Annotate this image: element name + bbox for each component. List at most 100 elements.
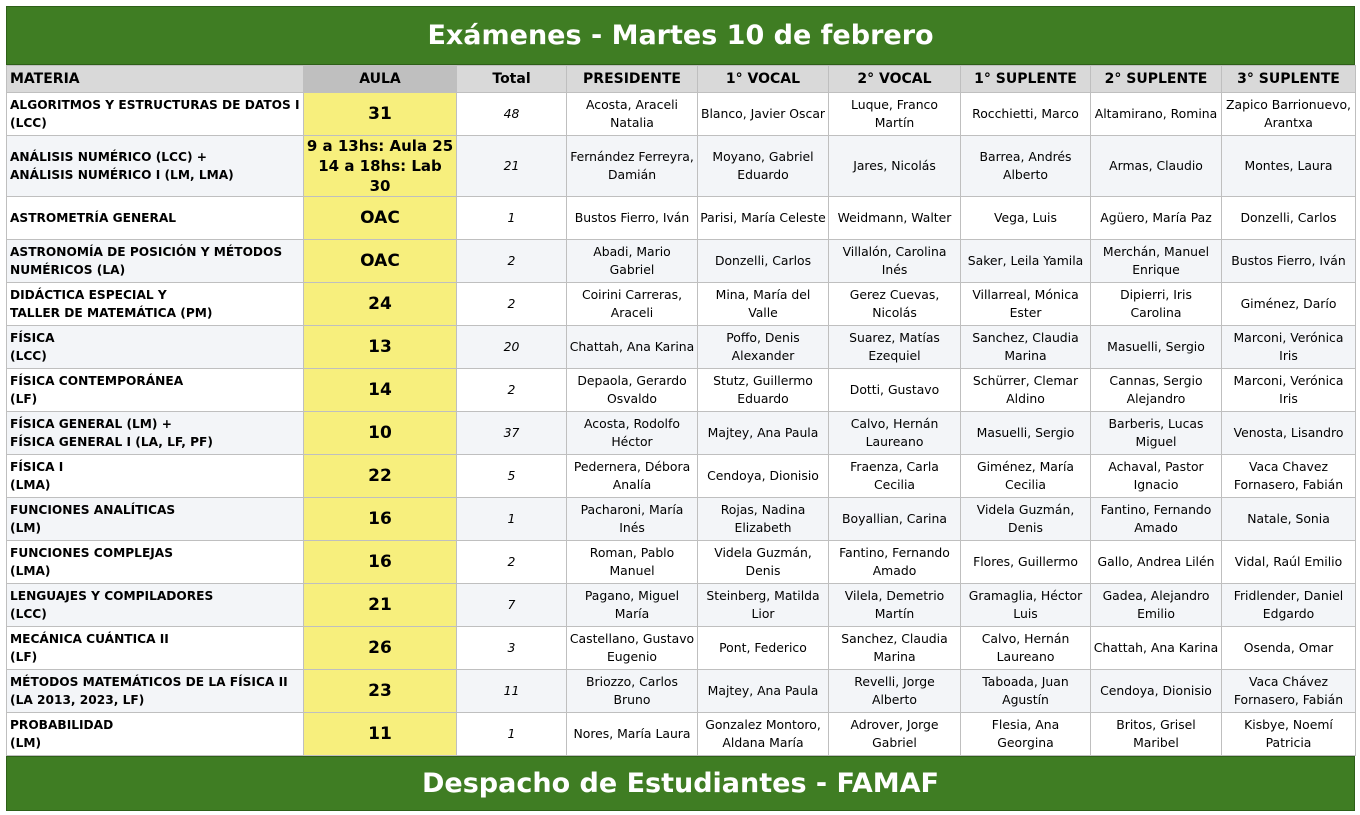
- total-cell: 5: [456, 454, 567, 498]
- suplente2-cell: Cannas, Sergio Alejandro: [1090, 368, 1222, 412]
- presidente-cell: Castellano, Gustavo Eugenio: [566, 626, 698, 670]
- materia-line: FÍSICA GENERAL (LM) +: [10, 417, 172, 431]
- total-cell: 1: [456, 196, 567, 240]
- suplente3-cell: Vaca Chavez Fornasero, Fabián: [1221, 454, 1356, 498]
- materia-line: (LCC): [10, 607, 47, 621]
- presidente-cell: Acosta, Araceli Natalia: [566, 92, 698, 136]
- vocal2-cell: Adrover, Jorge Gabriel: [828, 712, 961, 756]
- aula-line: 26: [368, 638, 392, 658]
- suplente3-cell: Vidal, Raúl Emilio: [1221, 540, 1356, 584]
- suplente1-cell: Gramaglia, Héctor Luis: [960, 583, 1091, 627]
- total-cell: 2: [456, 368, 567, 412]
- aula-cell: 9 a 13hs: Aula 25 14 a 18hs: Lab 30: [303, 135, 457, 197]
- suplente2-cell: Chattah, Ana Karina: [1090, 626, 1222, 670]
- materia-line: ASTROMETRÍA GENERAL: [10, 211, 177, 225]
- materia-line: FUNCIONES COMPLEJAS: [10, 546, 174, 560]
- materia-line: FÍSICA GENERAL I (LA, LF, PF): [10, 435, 213, 449]
- suplente2-cell: Achaval, Pastor Ignacio: [1090, 454, 1222, 498]
- suplente2-cell: Merchán, Manuel Enrique: [1090, 239, 1222, 283]
- aula-cell: 24: [303, 282, 457, 326]
- suplente3-cell: Giménez, Darío: [1221, 282, 1356, 326]
- materia-cell: MÉTODOS MATEMÁTICOS DE LA FÍSICA II (LA 2…: [6, 669, 304, 713]
- vocal2-cell: Luque, Franco Martín: [828, 92, 961, 136]
- suplente1-cell: Rocchietti, Marco: [960, 92, 1091, 136]
- total-cell: 2: [456, 239, 567, 283]
- total-cell: 1: [456, 497, 567, 541]
- aula-cell: 13: [303, 325, 457, 369]
- vocal2-cell: Dotti, Gustavo: [828, 368, 961, 412]
- table-row: PROBABILIDAD (LM) 11 1 Nores, María Laura Gon…: [6, 712, 1356, 756]
- materia-cell: FÍSICA GENERAL (LM) + FÍSICA GENERAL I (L…: [6, 411, 304, 455]
- aula-cell: 16: [303, 497, 457, 541]
- suplente2-cell: Altamirano, Romina: [1090, 92, 1222, 136]
- materia-line: ASTRONOMÍA DE POSICIÓN Y MÉTODOS: [10, 245, 283, 259]
- column-header-total: Total: [456, 65, 567, 93]
- materia-line: FÍSICA: [10, 331, 55, 345]
- suplente1-cell: Sanchez, Claudia Marina: [960, 325, 1091, 369]
- suplente2-cell: Cendoya, Dionisio: [1090, 669, 1222, 713]
- aula-line: OAC: [360, 251, 400, 271]
- suplente1-cell: Flores, Guillermo: [960, 540, 1091, 584]
- presidente-cell: Fernández Ferreyra, Damián: [566, 135, 698, 197]
- aula-line: 21: [368, 595, 392, 615]
- suplente3-cell: Marconi, Verónica Iris: [1221, 368, 1356, 412]
- aula-line: 24: [368, 294, 392, 314]
- vocal1-cell: Moyano, Gabriel Eduardo: [697, 135, 829, 197]
- presidente-cell: Pedernera, Débora Analía: [566, 454, 698, 498]
- vocal1-cell: Poffo, Denis Alexander: [697, 325, 829, 369]
- aula-line: 11: [368, 724, 392, 744]
- suplente3-cell: Venosta, Lisandro: [1221, 411, 1356, 455]
- vocal2-cell: Sanchez, Claudia Marina: [828, 626, 961, 670]
- materia-cell: ASTROMETRÍA GENERAL: [6, 196, 304, 240]
- column-header-suplente-1: 1° SUPLENTE: [960, 65, 1091, 93]
- table-row: MECÁNICA CUÁNTICA II (LF) 26 3 Castellano, G…: [6, 626, 1356, 670]
- aula-line: 10: [368, 423, 392, 443]
- table-row: ALGORITMOS Y ESTRUCTURAS DE DATOS I (LCC)…: [6, 92, 1356, 136]
- aula-cell: 14: [303, 368, 457, 412]
- suplente2-cell: Gallo, Andrea Lilén: [1090, 540, 1222, 584]
- materia-line: (LF): [10, 650, 38, 664]
- aula-cell: 11: [303, 712, 457, 756]
- suplente1-cell: Masuelli, Sergio: [960, 411, 1091, 455]
- suplente1-cell: Barrea, Andrés Alberto: [960, 135, 1091, 197]
- aula-line: OAC: [360, 208, 400, 228]
- presidente-cell: Pacharoni, María Inés: [566, 497, 698, 541]
- materia-line: (LMA): [10, 564, 51, 578]
- aula-line: 14 a 18hs: Lab 30: [318, 157, 442, 195]
- materia-line: ANÁLISIS NUMÉRICO I (LM, LMA): [10, 168, 234, 182]
- total-cell: 3: [456, 626, 567, 670]
- aula-line: 9 a 13hs: Aula 25: [306, 137, 454, 155]
- total-cell: 20: [456, 325, 567, 369]
- materia-line: ANÁLISIS NUMÉRICO (LCC) +: [10, 150, 207, 164]
- suplente1-cell: Vega, Luis: [960, 196, 1091, 240]
- suplente3-cell: Marconi, Verónica Iris: [1221, 325, 1356, 369]
- aula-line: 16: [368, 552, 392, 572]
- table-row: MÉTODOS MATEMÁTICOS DE LA FÍSICA II (LA 2…: [6, 669, 1356, 713]
- materia-cell: FÍSICA CONTEMPORÁNEA (LF): [6, 368, 304, 412]
- presidente-cell: Pagano, Miguel María: [566, 583, 698, 627]
- presidente-cell: Nores, María Laura: [566, 712, 698, 756]
- suplente2-cell: Britos, Grisel Maribel: [1090, 712, 1222, 756]
- materia-cell: LENGUAJES Y COMPILADORES (LCC): [6, 583, 304, 627]
- materia-line: (LCC): [10, 349, 47, 363]
- materia-line: DIDÁCTICA ESPECIAL Y: [10, 288, 167, 302]
- presidente-cell: Coirini Carreras, Araceli: [566, 282, 698, 326]
- materia-line: PROBABILIDAD: [10, 718, 114, 732]
- table-row: ANÁLISIS NUMÉRICO (LCC) + ANÁLISIS NUMÉRI…: [6, 135, 1356, 197]
- aula-cell: 10: [303, 411, 457, 455]
- table-row: FÍSICA GENERAL (LM) + FÍSICA GENERAL I (L…: [6, 411, 1356, 455]
- suplente2-cell: Masuelli, Sergio: [1090, 325, 1222, 369]
- aula-cell: 26: [303, 626, 457, 670]
- page-title: Exámenes - Martes 10 de febrero: [6, 6, 1355, 65]
- vocal2-cell: Calvo, Hernán Laureano: [828, 411, 961, 455]
- suplente3-cell: Kisbye, Noemí Patricia: [1221, 712, 1356, 756]
- materia-cell: PROBABILIDAD (LM): [6, 712, 304, 756]
- aula-cell: OAC: [303, 239, 457, 283]
- suplente1-cell: Flesia, Ana Georgina: [960, 712, 1091, 756]
- column-header-vocal-2: 2° VOCAL: [828, 65, 961, 93]
- presidente-cell: Depaola, Gerardo Osvaldo: [566, 368, 698, 412]
- vocal1-cell: Pont, Federico: [697, 626, 829, 670]
- materia-cell: FUNCIONES ANALÍTICAS (LM): [6, 497, 304, 541]
- total-cell: 37: [456, 411, 567, 455]
- materia-line: (LM): [10, 736, 42, 750]
